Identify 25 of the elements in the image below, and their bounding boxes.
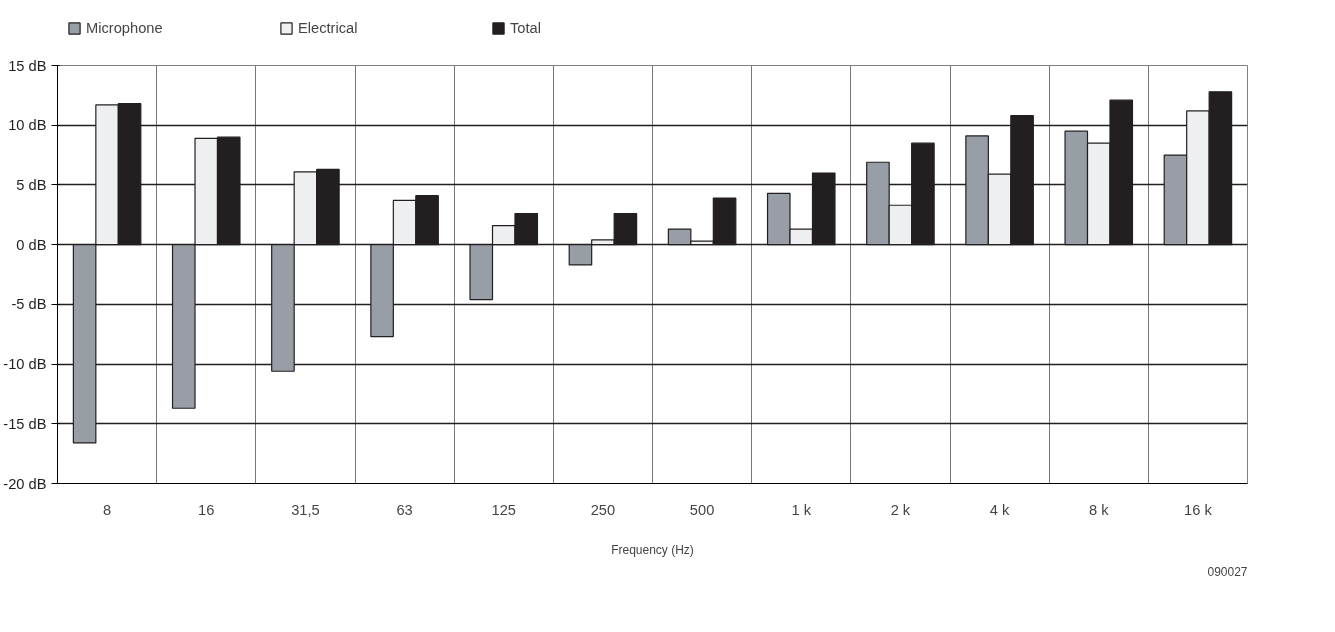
y-tick-label: 0 dB	[16, 236, 47, 253]
x-tick-label: 4 k	[989, 501, 1011, 518]
x-tick-label: 8 k	[1088, 501, 1110, 518]
y-tick-label: 10 dB	[8, 117, 47, 134]
y-tick-label: -20 dB	[3, 475, 47, 492]
legend-label: Microphone	[86, 19, 164, 36]
x-tick-label: 8	[103, 501, 112, 518]
x-tick-label: 31,5	[291, 501, 320, 518]
x-tick-label: 1 k	[791, 501, 812, 518]
x-axis-title: Frequency (Hz)	[611, 542, 694, 557]
x-tick-label: 500	[689, 501, 715, 518]
text: 090027	[1207, 564, 1248, 579]
x-tick-label: 16	[198, 501, 215, 518]
y-tick-label: -5 dB	[11, 296, 47, 313]
x-tick-label: 125	[491, 501, 516, 518]
y-tick-label: 5 dB	[16, 176, 47, 193]
legend-label: Electrical	[298, 19, 359, 36]
y-tick-label: -10 dB	[3, 356, 47, 373]
x-tick-label: 16 k	[1184, 501, 1213, 518]
y-tick-label: -15 dB	[3, 415, 47, 432]
legend-label: Total	[510, 19, 542, 36]
x-tick-label: 250	[590, 501, 616, 518]
x-tick-label: 2 k	[890, 501, 911, 518]
x-tick-label: 63	[396, 501, 413, 518]
y-tick-label: 15 dB	[8, 57, 47, 74]
